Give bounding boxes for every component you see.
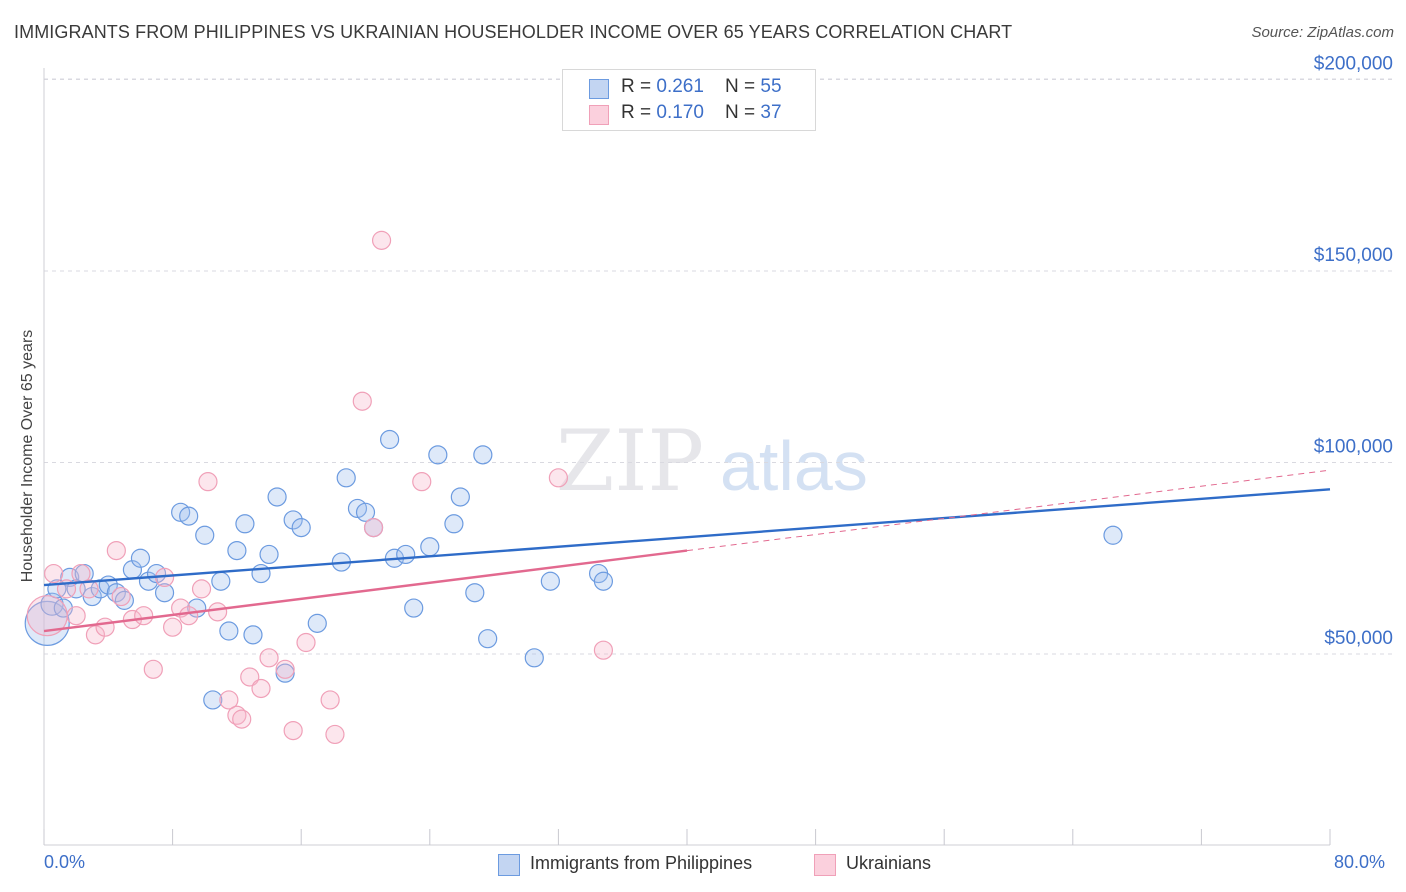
legend-swatch-blue <box>589 79 609 99</box>
point-ukrainians <box>219 690 239 710</box>
y-tick-label: $200,000 <box>1314 54 1393 75</box>
point-philippines <box>428 445 448 465</box>
point-ukrainians <box>208 602 228 622</box>
legend-swatch-blue <box>498 854 520 876</box>
point-ukrainians <box>240 667 260 687</box>
point-ukrainians <box>325 724 345 745</box>
point-philippines <box>524 648 544 668</box>
point-philippines <box>450 487 470 507</box>
point-philippines <box>283 510 303 530</box>
point-ukrainians <box>593 640 614 660</box>
y-tick-label: $50,000 <box>1324 628 1393 649</box>
n-value: 37 <box>760 102 782 123</box>
point-philippines <box>444 514 464 534</box>
point-philippines <box>355 502 376 522</box>
point-philippines <box>336 468 356 488</box>
point-ukrainians <box>95 617 115 637</box>
point-ukrainians <box>191 579 212 599</box>
point-ukrainians <box>179 606 199 626</box>
point-philippines <box>195 525 215 545</box>
point-ukrainians <box>44 563 64 584</box>
point-ukrainians <box>66 606 86 626</box>
point-philippines <box>380 429 400 450</box>
point-philippines <box>243 625 263 645</box>
x-tick-label-max: 80.0% <box>1334 852 1386 872</box>
point-philippines <box>478 629 498 649</box>
point-philippines <box>227 540 247 561</box>
point-ukrainians <box>548 468 569 488</box>
r-label: R = <box>621 76 657 97</box>
point-ukrainians <box>198 472 218 492</box>
watermark-zip: ZIP <box>556 412 704 510</box>
point-ukrainians <box>259 648 279 668</box>
correlation-legend: R = 0.261 N = 55 R = 0.170 N = 37 <box>562 69 816 131</box>
point-ukrainians <box>371 230 392 250</box>
point-philippines <box>291 518 311 538</box>
x-tick-label-min: 0.0% <box>44 852 86 872</box>
point-philippines <box>154 583 175 603</box>
legend-label: Immigrants from Philippines <box>530 853 753 873</box>
y-tick-label: $150,000 <box>1314 245 1393 266</box>
point-philippines <box>130 548 151 568</box>
point-philippines <box>259 544 279 565</box>
point-ukrainians <box>143 659 163 679</box>
y-tick-label: $100,000 <box>1314 437 1393 458</box>
point-philippines <box>540 571 560 591</box>
point-philippines <box>1103 525 1123 545</box>
point-philippines <box>267 487 287 507</box>
trendline-philippines <box>43 488 1331 587</box>
point-ukrainians <box>251 678 271 699</box>
legend-label: Ukrainians <box>846 853 932 873</box>
n-label: N = <box>725 102 761 123</box>
point-ukrainians <box>111 586 131 607</box>
point-ukrainians <box>363 518 384 538</box>
trendline-ukrainians-extension <box>686 469 1331 552</box>
point-ukrainians <box>283 720 303 741</box>
watermark-atlas: atlas <box>720 427 868 505</box>
point-ukrainians <box>163 617 183 637</box>
point-ukrainians <box>320 690 340 710</box>
r-label: R = <box>621 102 657 123</box>
n-label: N = <box>725 76 761 97</box>
n-value: 55 <box>760 76 782 97</box>
point-ukrainians <box>412 472 432 492</box>
point-philippines <box>396 544 416 565</box>
point-philippines <box>593 571 614 591</box>
point-ukrainians <box>79 579 99 599</box>
point-philippines <box>473 445 493 465</box>
point-ukrainians <box>232 709 252 729</box>
point-philippines <box>307 613 327 633</box>
point-philippines <box>235 514 255 534</box>
chart-title: IMMIGRANTS FROM PHILIPPINES VS UKRAINIAN… <box>14 22 1013 42</box>
source-label: Source: ZipAtlas.com <box>1251 24 1394 41</box>
point-ukrainians <box>85 625 106 645</box>
point-ukrainians <box>296 632 316 653</box>
trendline-ukrainians <box>43 549 688 633</box>
legend-swatch-pink <box>589 105 609 125</box>
point-philippines <box>203 690 223 710</box>
point-philippines <box>465 583 485 603</box>
point-ukrainians <box>352 391 372 411</box>
point-ukrainians <box>134 606 154 626</box>
r-value: 0.170 <box>656 102 704 123</box>
point-philippines <box>211 571 231 591</box>
point-ukrainians <box>275 659 295 679</box>
point-ukrainians <box>106 540 126 561</box>
point-philippines <box>24 600 70 646</box>
r-value: 0.261 <box>656 76 704 97</box>
legend-swatch-pink <box>814 854 836 876</box>
point-philippines <box>219 621 239 641</box>
point-philippines <box>179 506 199 526</box>
point-philippines <box>404 598 424 618</box>
point-philippines <box>420 537 440 557</box>
